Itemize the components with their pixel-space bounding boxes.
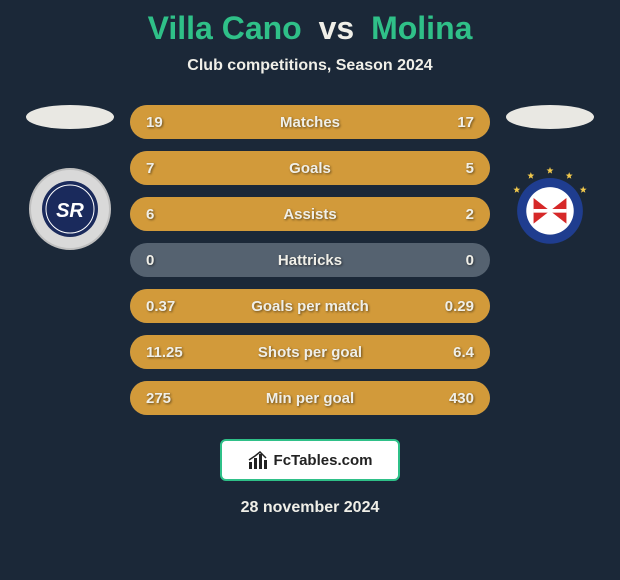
club-badge-1-icon: SR [28,167,112,251]
source-logo-text: FcTables.com [274,452,373,469]
player1-name: Villa Cano [148,10,302,46]
stat-row: 0 Hattricks 0 [130,243,490,277]
page-title: Villa Cano vs Molina [0,10,620,47]
stat-label: Goals per match [251,298,369,315]
comparison-body: SR 19 Matches 17 7 Goals 5 6 Assists 2 0 Hattricks… [0,105,620,415]
stat-value-left: 19 [146,114,163,131]
player2-marker-ellipse [506,105,594,129]
stat-label: Assists [283,206,336,223]
subtitle: Club competitions, Season 2024 [0,57,620,75]
player2-name: Molina [371,10,472,46]
stat-label: Shots per goal [258,344,362,361]
stat-value-left: 0 [146,252,154,269]
vs-separator: vs [319,10,355,46]
stat-row: 19 Matches 17 [130,105,490,139]
stat-value-right: 5 [466,160,474,177]
comparison-infographic: Villa Cano vs Molina Club competitions, … [0,0,620,580]
stat-value-left: 7 [146,160,154,177]
stat-value-right: 0.29 [445,298,474,315]
stat-value-right: 17 [457,114,474,131]
stat-value-right: 430 [449,390,474,407]
stat-row: 11.25 Shots per goal 6.4 [130,335,490,369]
player1-club-badge: SR [28,167,112,251]
stat-bar-left [130,197,396,231]
stats-column: 19 Matches 17 7 Goals 5 6 Assists 2 0 Hattricks 0 0.… [130,105,490,415]
bar-chart-icon [248,450,268,470]
stat-label: Matches [280,114,340,131]
stat-value-left: 275 [146,390,171,407]
left-side: SR [20,105,120,251]
stat-label: Goals [289,160,331,177]
stat-label: Hattricks [278,252,342,269]
player1-marker-ellipse [26,105,114,129]
stat-value-right: 2 [466,206,474,223]
stat-row: 275 Min per goal 430 [130,381,490,415]
stat-label: Min per goal [266,390,354,407]
svg-text:SR: SR [56,200,84,222]
source-logo: FcTables.com [220,439,400,481]
stat-value-right: 0 [466,252,474,269]
player2-club-badge [508,167,592,251]
stat-value-left: 0.37 [146,298,175,315]
stat-row: 6 Assists 2 [130,197,490,231]
date-label: 28 november 2024 [0,499,620,517]
stat-bar-right [396,197,490,231]
stat-row: 0.37 Goals per match 0.29 [130,289,490,323]
right-side [500,105,600,251]
stat-value-left: 6 [146,206,154,223]
stat-row: 7 Goals 5 [130,151,490,185]
club-badge-2-icon [508,163,592,255]
stat-value-left: 11.25 [146,344,183,361]
stat-value-right: 6.4 [453,344,474,361]
